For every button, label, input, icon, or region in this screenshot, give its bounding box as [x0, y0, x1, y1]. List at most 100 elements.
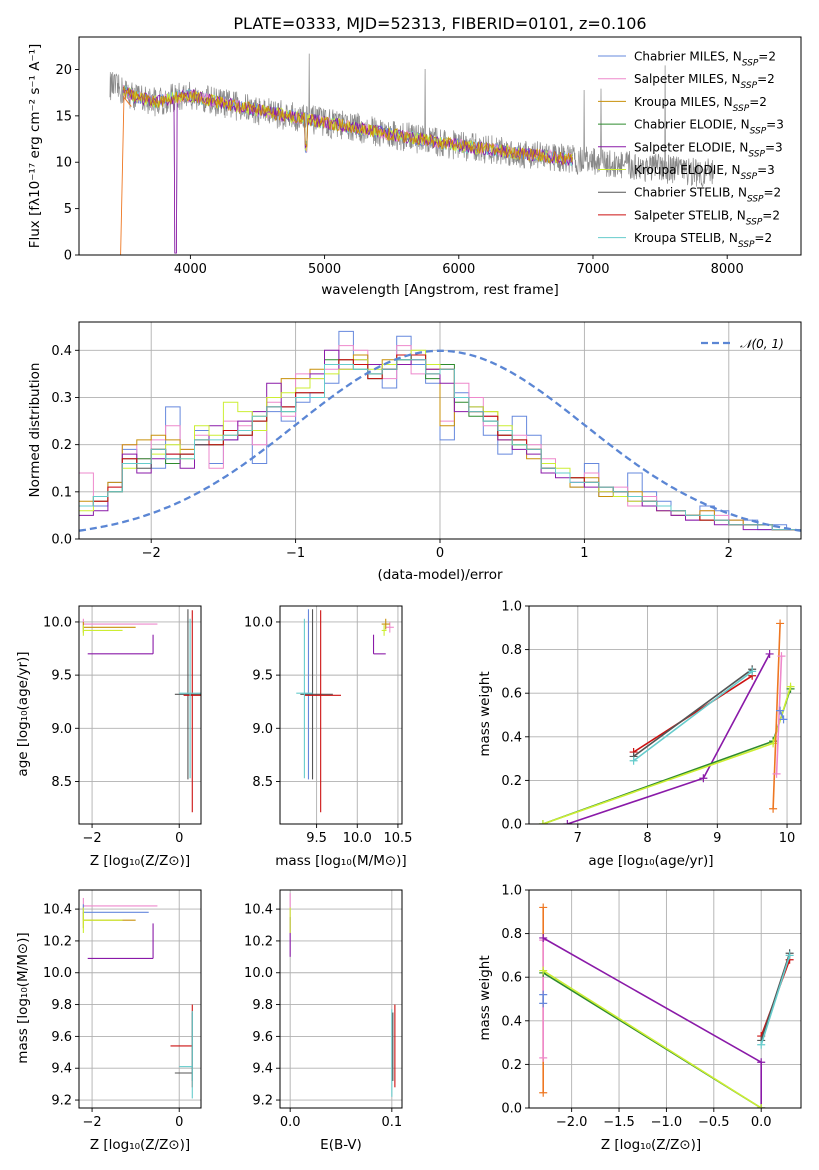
mass-age-panel: 9.5 10.0 10.5 8.5 9.0 9.5 10.0 [244, 605, 412, 846]
weight-marker [563, 820, 572, 824]
weight-line [772, 623, 781, 809]
model-spectrum [122, 86, 573, 166]
errorbar [381, 625, 387, 636]
y-tick-label: 0.6 [501, 687, 522, 702]
weight-marker [779, 715, 788, 724]
residual-histogram [79, 359, 801, 539]
errorbars [289, 893, 396, 1097]
axes-frame [528, 605, 802, 825]
legend-label: Kroupa ELODIE, NSSP=3 [634, 163, 775, 182]
weight-marker [772, 769, 781, 778]
x-tick-label: −0.5 [698, 1115, 730, 1130]
axes-frame [78, 36, 802, 256]
weight-marker [539, 933, 548, 942]
ticks: 4000 5000 6000 7000 8000 0 5 10 15 20 [55, 63, 743, 277]
y-tick-label: 0.6 [501, 971, 522, 986]
z-age-ylabel: age [log₁₀(age/yr)] [15, 651, 31, 776]
grid-lines [79, 606, 201, 824]
y-tick-label: 10.0 [43, 966, 72, 981]
errorbar [82, 907, 123, 933]
errorbar [87, 634, 154, 655]
errorbar [174, 609, 201, 780]
legend-label: 𝒩(0, 1) [740, 337, 784, 351]
weight-marker [629, 756, 638, 765]
z-weight-ylabel: mass weight [477, 955, 493, 1040]
y-tick-label: 9.8 [252, 998, 273, 1013]
errorbar [82, 625, 123, 636]
x-tick-label: 6000 [442, 262, 475, 277]
y-tick-label: 5 [64, 202, 72, 217]
z-mass-xlabel: Z [log₁₀(Z/Z⊙)] [90, 1137, 190, 1153]
weight-marker [539, 1053, 548, 1062]
y-tick-label: 0.8 [501, 927, 522, 942]
y-tick-label: 9.2 [252, 1094, 273, 1109]
y-tick-label: 0.0 [501, 818, 522, 833]
y-tick-label: 10.2 [43, 934, 72, 949]
y-tick-label: 8.5 [51, 775, 72, 790]
residuals-panel: −2 −1 0 1 2 0.0 0.1 0.2 0.3 0.4 𝒩(0, 1) [51, 321, 802, 561]
residuals-ylabel: Normed distribution [27, 363, 43, 498]
errorbar [179, 1010, 193, 1099]
x-tick-label: −2.0 [556, 1115, 588, 1130]
y-tick-label: 0.3 [51, 391, 72, 406]
errorbar [82, 897, 158, 914]
legend-label: Chabrier ELODIE, NSSP=3 [634, 118, 784, 137]
weight-series [769, 619, 785, 813]
weight-marker [748, 667, 757, 676]
weight-series [772, 652, 786, 778]
y-tick-label: 0.2 [51, 438, 72, 453]
x-tick-label: −1.0 [651, 1115, 683, 1130]
y-tick-label: 1.0 [501, 600, 522, 615]
y-tick-label: 8.5 [252, 775, 273, 790]
y-tick-label: 9.4 [252, 1062, 273, 1077]
x-tick-label: −2 [142, 546, 161, 561]
grid-lines [529, 889, 801, 1109]
x-tick-label: 8 [643, 831, 651, 846]
ticks: −2 0 9.2 9.4 9.6 9.8 10.0 10.2 10.4 [43, 903, 183, 1130]
weight-marker [699, 774, 708, 783]
x-tick-label: 0.0 [280, 1115, 301, 1130]
weight-marker [786, 682, 795, 691]
weight-marker [539, 903, 548, 912]
x-tick-label: 10.5 [383, 831, 412, 846]
y-tick-label: 9.0 [252, 722, 273, 737]
grid-lines [280, 890, 402, 1108]
spectrum-ylabel: Flux [fλ10⁻¹⁷ erg cm⁻² s⁻¹ A⁻¹] [27, 44, 43, 249]
spectrum-xlabel: wavelength [Angstrom, rest frame] [321, 282, 559, 298]
spectrum-legend: Chabrier MILES, NSSP=2 Salpeter MILES, NS… [598, 50, 784, 250]
errorbars [296, 609, 394, 813]
axes-frame [78, 321, 802, 540]
weight-line [775, 656, 783, 774]
weight-series [629, 671, 757, 757]
y-tick-label: 9.2 [51, 1094, 72, 1109]
y-tick-label: 0.0 [501, 1102, 522, 1117]
weight-series [776, 706, 788, 724]
errorbars [82, 897, 193, 1099]
y-tick-label: 9.5 [51, 669, 72, 684]
y-tick-label: 0.4 [501, 1014, 522, 1029]
y-tick-label: 10.0 [244, 966, 273, 981]
residuals-xlabel: (data-model)/error [377, 567, 503, 583]
x-tick-label: −1.5 [603, 1115, 635, 1130]
model-spectrum [122, 85, 573, 254]
ticks: −2 0 8.5 9.0 9.5 10.0 [43, 615, 183, 846]
grid-lines [79, 890, 201, 1108]
weight-series [539, 966, 766, 1108]
y-tick-label: 10.0 [244, 615, 273, 630]
model-spectrum [122, 86, 573, 254]
weight-line [542, 688, 792, 824]
weight-marker [769, 804, 778, 813]
extinction-mass-panel: 0.0 0.1 9.2 9.4 9.6 9.8 10.0 10.2 10.4 [244, 889, 403, 1130]
y-tick-label: 10.2 [244, 934, 273, 949]
model-spectrum [122, 84, 573, 254]
weight-series [757, 951, 794, 1049]
weight-series [563, 649, 774, 824]
weight-line [633, 668, 753, 758]
weight-marker [765, 649, 774, 658]
y-tick-label: 10.0 [43, 615, 72, 630]
weight-lines [538, 619, 795, 824]
errorbar [179, 618, 201, 779]
x-tick-label: 7 [574, 831, 582, 846]
x-tick-label: −2 [82, 831, 101, 846]
weight-line [542, 970, 762, 1108]
